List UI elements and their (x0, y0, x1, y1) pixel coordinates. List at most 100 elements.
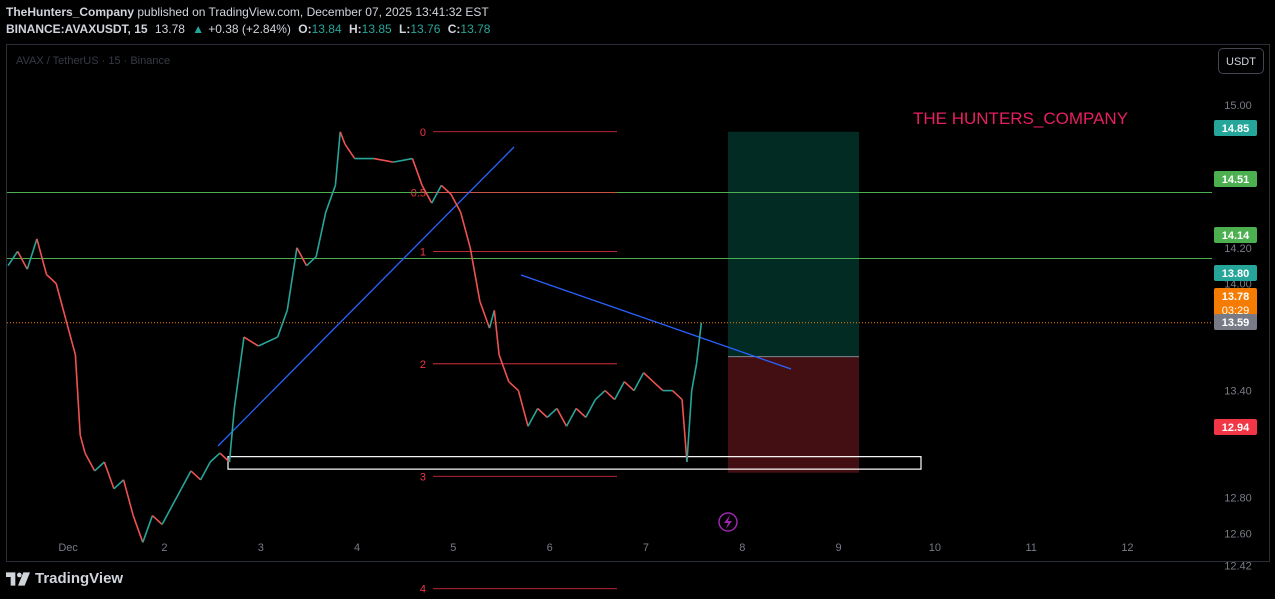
price-label-bg-1 (1214, 171, 1257, 187)
price-label-1: 14.51 (1222, 174, 1250, 186)
price-segment-63 (604, 390, 616, 401)
footer-brand-text: TradingView (35, 570, 124, 587)
price-segment-6 (55, 283, 67, 320)
x-axis: Dec 2 3 4 5 6 7 8 9 10 11 12 (58, 542, 1133, 554)
price-segment-11 (94, 461, 105, 472)
footer-brand[interactable]: TradingView (6, 570, 123, 587)
fib-label-5: 4 (420, 584, 426, 596)
price-segment-4 (36, 238, 48, 275)
price-segment-55 (527, 408, 539, 427)
price-segment-15 (132, 515, 144, 543)
price-segment-34 (325, 185, 337, 213)
price-segment-65 (623, 381, 635, 392)
price-segment-13 (113, 479, 125, 490)
price-segment-28 (258, 336, 278, 347)
price-segment-49 (479, 301, 491, 329)
symbol-label: BINANCE:AVAXUSDT, 15 (6, 22, 148, 36)
price-label-bg-0 (1214, 120, 1257, 136)
falling-trendline (520, 274, 792, 370)
price-segment-10 (84, 452, 96, 472)
y-tick-4: 13.40 (1224, 386, 1252, 398)
price-segment-66 (633, 372, 645, 391)
price-label-2: 14.14 (1222, 230, 1250, 242)
price-segment-12 (103, 461, 115, 490)
high-label: H: (348, 22, 362, 36)
trend-lines[interactable] (217, 146, 792, 447)
x-tick-11: 12 (1121, 542, 1133, 554)
price-label-bg-6 (1214, 419, 1257, 435)
x-tick-7: 8 (739, 542, 745, 554)
price-segment-48 (469, 247, 481, 302)
price-segment-20 (180, 470, 192, 490)
price-segment-23 (209, 452, 221, 463)
y-tick-0: 15.00 (1224, 100, 1252, 112)
price-segment-59 (565, 408, 577, 427)
x-tick-4: 5 (450, 542, 456, 554)
x-tick-3: 4 (354, 542, 360, 554)
price-segment-41 (411, 158, 423, 186)
price-segment-16 (142, 515, 154, 543)
y-tick-2: 14.20 (1224, 243, 1252, 255)
x-tick-6: 7 (643, 542, 649, 554)
chart-frame[interactable] (6, 44, 1270, 562)
high-value: 13.85 (361, 22, 392, 36)
price-segment-44 (431, 184, 443, 204)
price-label-bg-5 (1214, 314, 1257, 330)
x-tick-8: 9 (835, 542, 841, 554)
price-segment-1 (7, 250, 19, 267)
price-label-6: 12.94 (1222, 422, 1250, 434)
fibonacci-levels[interactable]: 0 0.5 1 2 3 4 (411, 127, 617, 596)
price-series (7, 131, 703, 543)
open-label: O: (298, 22, 312, 36)
price-segment-24 (219, 452, 231, 463)
price-segment-31 (296, 247, 308, 267)
chart-title: AVAX / TetherUS · 15 · Binance (16, 55, 170, 67)
price-segment-22 (199, 461, 211, 481)
rising-trendline (217, 146, 515, 447)
price-segment-53 (508, 381, 519, 392)
x-tick-0: Dec (58, 542, 78, 554)
publish-line: TheHunters_Company published on TradingV… (6, 4, 494, 21)
price-segment-52 (498, 354, 510, 382)
price-segment-73 (690, 363, 698, 391)
open-value: 13.84 (311, 22, 342, 36)
support-box (227, 456, 922, 470)
alert-icon[interactable] (718, 512, 738, 532)
currency-button[interactable]: USDT (1218, 48, 1264, 74)
price-segment-43 (426, 193, 433, 204)
price-segment-42 (421, 184, 428, 195)
horizontal-levels[interactable] (7, 191, 1212, 324)
price-segment-39 (373, 157, 394, 163)
price-segment-35 (334, 131, 342, 186)
price-segment-46 (450, 193, 462, 213)
x-tick-10: 11 (1025, 542, 1036, 554)
price-segment-21 (190, 470, 202, 481)
price-segment-72 (686, 390, 693, 463)
price-segment-33 (315, 211, 327, 257)
fib-label-3: 2 (420, 359, 426, 371)
close-value: 13.78 (460, 22, 491, 36)
price-segment-36 (339, 131, 346, 145)
price-segment-25 (228, 408, 236, 463)
price-segment-56 (537, 407, 548, 418)
x-tick-9: 10 (929, 542, 941, 554)
price-segment-71 (681, 399, 688, 463)
price-segment-27 (243, 336, 259, 347)
price-segment-45 (440, 184, 452, 195)
price-segment-2 (16, 250, 28, 270)
low-value: 13.76 (410, 22, 441, 36)
price-segment-54 (517, 390, 529, 427)
price-label-0: 14.85 (1222, 123, 1250, 135)
position-zones[interactable] (227, 131, 922, 473)
price-segment-32 (305, 256, 317, 267)
author-name[interactable]: TheHunters_Company (6, 5, 135, 19)
price-label-bg-3 (1214, 265, 1257, 281)
price-segment-67 (643, 372, 654, 383)
price-segment-70 (671, 390, 683, 401)
price-segment-14 (122, 479, 134, 516)
price-label-bg-2 (1214, 227, 1257, 243)
x-tick-1: 2 (161, 542, 167, 554)
price-segment-30 (286, 247, 298, 311)
